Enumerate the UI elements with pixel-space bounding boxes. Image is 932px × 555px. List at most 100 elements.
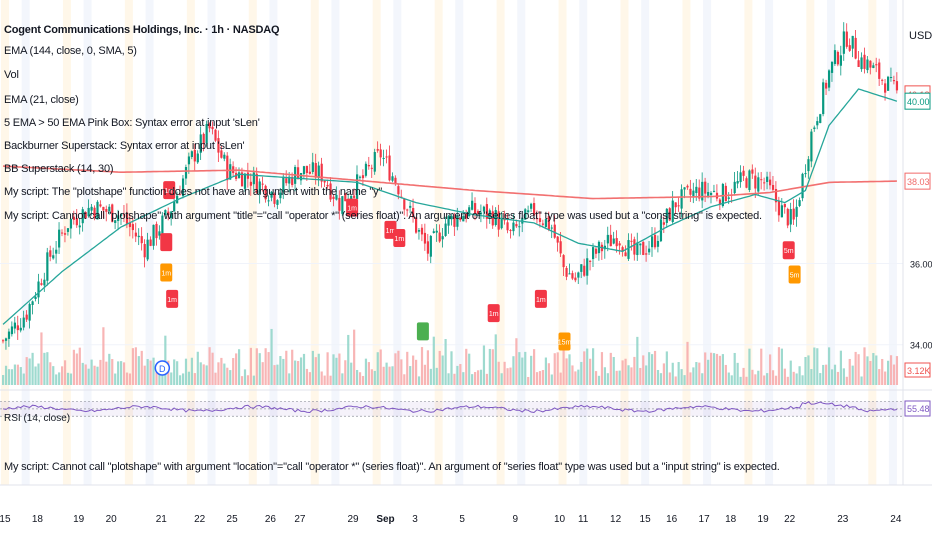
volume-bar: [887, 360, 890, 385]
volume-bar: [751, 369, 754, 385]
volume-bar: [149, 360, 152, 385]
volume-bar: [836, 371, 840, 385]
currency-label[interactable]: USD: [909, 30, 932, 42]
time-tick-label: 24: [890, 514, 902, 525]
volume-bar: [120, 361, 123, 385]
time-tick-label: 19: [73, 514, 85, 525]
volume-bar: [235, 353, 238, 385]
candle-body: [878, 62, 881, 79]
candle-body: [698, 187, 701, 199]
candle-body: [229, 164, 232, 180]
volume-bar: [839, 350, 842, 385]
candle-body: [589, 260, 592, 262]
volume-bar: [255, 348, 258, 385]
candle-body: [819, 114, 822, 123]
signal-marker: [534, 289, 547, 308]
volume-bar: [538, 371, 542, 385]
candle-body: [497, 211, 500, 230]
time-tick-label: 15: [0, 514, 11, 525]
volume-bar: [267, 352, 270, 385]
time-tick-label: 15: [640, 514, 652, 525]
volume-bar: [341, 373, 344, 385]
candle-body: [556, 236, 559, 243]
candle-body: [190, 151, 193, 158]
volume-bar: [394, 353, 397, 385]
time-tick-label: 27: [294, 514, 306, 525]
volume-bar: [243, 369, 247, 385]
candle-body: [276, 200, 279, 205]
volume-bar: [205, 365, 208, 385]
candle-body: [795, 206, 798, 217]
rsi-badge-label: 55.48: [907, 404, 930, 414]
signal-marker: [393, 229, 406, 248]
session-band: [269, 0, 278, 485]
candle-body: [361, 175, 365, 179]
candle-body: [240, 172, 244, 187]
volume-bar: [783, 368, 786, 385]
candle-body: [367, 165, 370, 167]
legend-script-error-location[interactable]: My script: Cannot call "plotshape" with …: [4, 461, 780, 473]
volume-bar: [471, 374, 474, 385]
volume-bar: [757, 370, 760, 385]
candle-body: [364, 163, 368, 176]
session-band: [248, 0, 257, 485]
candle-body: [441, 236, 444, 240]
session-band: [827, 0, 835, 485]
candle-body: [391, 176, 394, 181]
volume-bar: [117, 361, 120, 385]
volume-bar: [715, 353, 719, 385]
legend-rsi[interactable]: RSI (14, close): [4, 413, 71, 424]
volume-bar: [659, 373, 663, 385]
candle-body: [379, 149, 382, 158]
candle-body: [152, 224, 155, 246]
candle-body: [288, 176, 291, 184]
signal-marker-label: 1m: [347, 206, 357, 213]
candle-body: [282, 176, 285, 192]
candle-body: [453, 217, 456, 227]
candle-body: [173, 201, 176, 212]
candle-body: [7, 331, 11, 339]
volume-bar: [488, 348, 491, 385]
candle-body: [774, 189, 778, 203]
candle-body: [332, 196, 335, 199]
candle-body: [28, 304, 31, 321]
candle-body: [181, 178, 185, 197]
volume-bar: [13, 364, 16, 385]
candle-body: [479, 212, 483, 215]
candle-body: [344, 193, 347, 202]
candle-body: [642, 241, 645, 255]
volume-bar: [323, 375, 326, 385]
candle-body: [533, 203, 536, 216]
volume-bar: [299, 357, 303, 385]
candle-body: [140, 236, 143, 244]
volume-bar: [361, 375, 365, 385]
candle-body: [515, 224, 518, 227]
volume-bar: [122, 362, 126, 385]
candle-body: [471, 200, 474, 210]
candle-body: [701, 181, 704, 201]
volume-bar: [308, 372, 311, 385]
time-tick-label: 5: [459, 514, 465, 525]
volume-bar: [533, 349, 536, 385]
volume-bar: [143, 365, 146, 385]
session-band: [888, 0, 897, 485]
volume-bar: [606, 373, 609, 385]
volume-bar: [518, 352, 521, 385]
candle-body: [409, 205, 412, 208]
session-band: [310, 0, 319, 485]
session-band: [765, 0, 774, 485]
candle-body: [639, 243, 642, 246]
volume-bar: [63, 360, 67, 385]
volume-bar: [31, 352, 34, 385]
candle-body: [724, 185, 727, 202]
candle-body: [279, 192, 282, 199]
volume-bar: [2, 375, 5, 385]
signal-marker: [782, 241, 795, 260]
volume-bar: [217, 362, 220, 385]
price-tick-label: 36.00: [910, 260, 932, 270]
volume-bar: [211, 352, 214, 385]
volume-bar: [565, 358, 568, 385]
volume-bar: [695, 362, 698, 385]
